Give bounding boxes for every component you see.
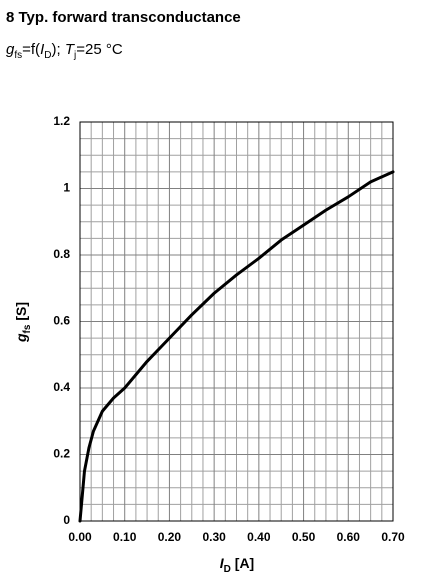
plot-border <box>79 121 394 522</box>
x-tick-label: 0.10 <box>113 530 137 544</box>
subtitle-part: =f( <box>22 41 40 58</box>
subtitle-part: fs <box>14 50 22 61</box>
x-label-part: D <box>224 564 231 575</box>
x-tick-label: 0.50 <box>292 530 316 544</box>
y-label-part: fs <box>22 324 33 333</box>
x-label-part: I <box>220 555 225 571</box>
subtitle-part: D <box>44 50 51 61</box>
y-tick-label: 1.2 <box>53 114 70 128</box>
subtitle-part: ); <box>51 41 64 58</box>
y-tick-label: 0.2 <box>53 447 70 461</box>
x-tick-label: 0.40 <box>247 530 271 544</box>
subtitle-part: j <box>73 50 76 61</box>
y-label-part: [S] <box>13 302 29 325</box>
x-tick-label: 0.60 <box>337 530 361 544</box>
y-axis-label: gfs [S] <box>13 302 33 343</box>
y-tick-label: 0 <box>63 513 70 527</box>
x-tick-label: 0.30 <box>202 530 226 544</box>
x-tick-label: 0.20 <box>158 530 182 544</box>
y-tick-label: 0.8 <box>53 247 70 261</box>
subtitle-part: T <box>65 41 76 58</box>
x-axis-label: ID [A] <box>220 555 254 575</box>
x-tick-label: 0.00 <box>68 530 92 544</box>
subtitle-part: g <box>6 41 15 58</box>
x-label-part: [A] <box>231 555 254 571</box>
subtitle-part: I <box>40 41 44 58</box>
data-line <box>78 170 395 523</box>
subtitle-part: =25 °C <box>76 41 123 58</box>
chart-title: 8 Typ. forward transconductance <box>6 9 241 26</box>
x-tick-label: 0.70 <box>381 530 405 544</box>
y-tick-label: 1 <box>63 181 70 195</box>
chart-subtitle: gfs=f(ID); Tj=25 °C <box>6 41 123 61</box>
y-tick-label: 0.4 <box>53 380 70 394</box>
y-tick-label: 0.6 <box>53 314 70 328</box>
y-label-part: g <box>13 333 29 343</box>
